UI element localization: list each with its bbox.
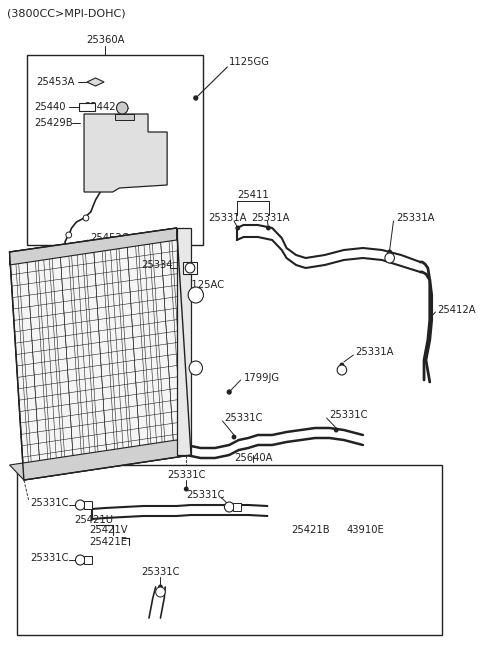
Text: 25421B: 25421B [291,525,330,535]
Text: 25452C: 25452C [91,233,129,243]
Bar [79,103,95,111]
Text: 25429B: 25429B [35,118,73,128]
Circle shape [75,555,85,565]
Polygon shape [115,114,134,120]
Circle shape [267,226,270,230]
Text: 25331C: 25331C [31,553,69,563]
Circle shape [156,587,165,597]
Circle shape [184,487,188,491]
Circle shape [228,390,231,394]
Bar [84,556,92,564]
Circle shape [189,266,192,270]
Circle shape [236,226,240,230]
Circle shape [159,585,162,589]
Bar [17,465,442,635]
Text: 25421U: 25421U [74,515,114,525]
Polygon shape [177,228,191,455]
Bar [183,262,197,274]
Circle shape [83,215,89,221]
Circle shape [194,96,198,100]
Text: 25421V: 25421V [89,525,128,535]
Circle shape [189,361,203,375]
Circle shape [78,503,82,507]
Polygon shape [87,78,104,86]
Text: 25331A: 25331A [251,213,289,223]
Polygon shape [84,114,167,192]
Circle shape [75,500,85,510]
Text: 25331C: 25331C [31,498,69,508]
Bar [27,55,204,245]
Text: 25331A: 25331A [355,347,394,357]
Circle shape [337,365,347,375]
Polygon shape [10,228,191,480]
Text: 25453A: 25453A [36,77,75,87]
Text: 25331C: 25331C [141,567,180,577]
Text: 1125AC: 1125AC [186,280,226,290]
Text: 1125GG: 1125GG [229,57,270,67]
Text: 25411: 25411 [237,190,269,200]
Circle shape [335,428,338,432]
Text: 25331C: 25331C [186,490,225,500]
Text: 25331A: 25331A [396,213,435,223]
Circle shape [66,232,72,238]
Circle shape [388,250,391,254]
Circle shape [78,558,82,562]
Polygon shape [10,440,191,480]
Circle shape [185,263,195,273]
Text: (3800CC>MPI-DOHC): (3800CC>MPI-DOHC) [7,8,125,18]
Circle shape [188,287,204,303]
Circle shape [225,502,234,512]
Circle shape [228,505,231,509]
Circle shape [117,102,128,114]
Text: 25331C: 25331C [225,413,263,423]
Circle shape [232,435,236,439]
Circle shape [385,253,395,263]
Text: 25440: 25440 [35,102,66,112]
Bar [84,501,92,509]
Text: 1799JG: 1799JG [243,373,280,383]
Text: 25331A: 25331A [208,213,247,223]
Text: 43910E: 43910E [347,525,384,535]
Bar [233,503,240,511]
Text: 25331C: 25331C [329,410,368,420]
Polygon shape [10,228,177,265]
Text: 25334: 25334 [141,260,173,270]
Text: 25331C: 25331C [167,470,205,480]
Circle shape [340,363,344,367]
Text: 25421E: 25421E [89,537,127,547]
Text: 25640A: 25640A [234,453,272,463]
Text: 25412A: 25412A [437,305,476,315]
Text: 25442: 25442 [84,102,116,112]
Text: 25360A: 25360A [86,35,124,45]
